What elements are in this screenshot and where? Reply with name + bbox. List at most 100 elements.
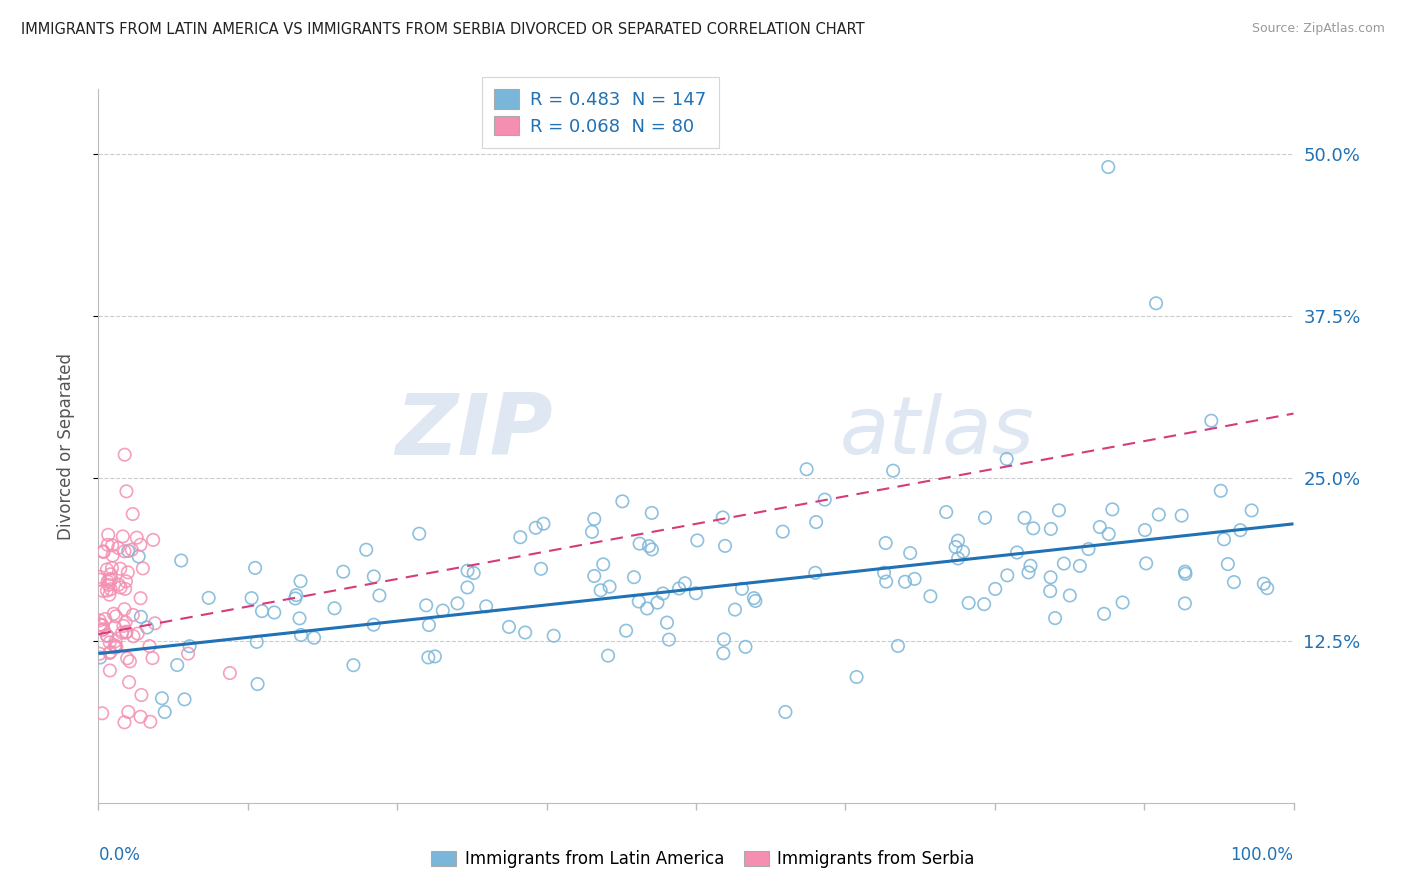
Point [623, 570, 645, 584]
Point [673, 576, 696, 591]
Point [105, 640, 128, 654]
Point [118, 675, 141, 690]
Point [240, 591, 263, 606]
Point [592, 558, 614, 572]
Point [1147, 508, 1170, 522]
Point [368, 589, 391, 603]
Point [104, 609, 127, 624]
Point [734, 640, 756, 654]
Point [118, 654, 141, 668]
Point [342, 658, 364, 673]
Point [166, 658, 188, 673]
Point [129, 710, 152, 724]
Point [1092, 607, 1115, 621]
Point [332, 565, 354, 579]
Point [290, 574, 312, 589]
Point [543, 629, 565, 643]
Point [363, 569, 385, 583]
Point [614, 624, 637, 638]
Point [125, 531, 148, 545]
Point [1022, 521, 1045, 535]
Point [804, 515, 827, 529]
Point [647, 596, 669, 610]
Point [973, 597, 995, 611]
Point [219, 666, 242, 681]
Point [115, 484, 138, 499]
Point [1017, 566, 1039, 580]
Point [655, 615, 678, 630]
Point [89, 647, 111, 661]
Point [98, 646, 121, 660]
Point [111, 529, 134, 543]
Point [101, 561, 124, 575]
Point [1213, 533, 1236, 547]
Point [1101, 502, 1123, 516]
Point [111, 625, 134, 640]
Point [714, 539, 737, 553]
Point [668, 582, 690, 596]
Point [110, 562, 132, 576]
Point [100, 572, 122, 586]
Point [243, 561, 266, 575]
Point [101, 538, 124, 552]
Point [731, 582, 754, 596]
Point [1174, 596, 1197, 610]
Point [179, 639, 201, 653]
Point [744, 594, 766, 608]
Point [583, 569, 606, 583]
Point [97, 528, 120, 542]
Point [804, 566, 827, 580]
Point [173, 692, 195, 706]
Point [475, 599, 498, 614]
Point [775, 705, 797, 719]
Point [974, 510, 997, 524]
Point [91, 706, 114, 721]
Point [1216, 557, 1239, 571]
Point [498, 620, 520, 634]
Text: IMMIGRANTS FROM LATIN AMERICA VS IMMIGRANTS FROM SERBIA DIVORCED OR SEPARATED CO: IMMIGRANTS FROM LATIN AMERICA VS IMMIGRA… [21, 22, 865, 37]
Point [91, 618, 114, 632]
Point [100, 582, 122, 597]
Point [110, 581, 132, 595]
Point [530, 562, 553, 576]
Point [713, 632, 735, 647]
Point [882, 464, 904, 478]
Point [141, 651, 163, 665]
Point [408, 526, 430, 541]
Point [1240, 503, 1263, 517]
Point [114, 602, 136, 616]
Point [114, 715, 136, 730]
Point [288, 611, 311, 625]
Point [1229, 523, 1251, 537]
Point [104, 634, 127, 648]
Point [1253, 576, 1275, 591]
Point [153, 705, 176, 719]
Point [636, 601, 658, 615]
Point [96, 562, 118, 576]
Point [1170, 508, 1192, 523]
Point [456, 581, 478, 595]
Point [772, 524, 794, 539]
Point [1209, 483, 1232, 498]
Point [1174, 565, 1197, 579]
Point [107, 541, 129, 555]
Text: 100.0%: 100.0% [1230, 846, 1294, 863]
Point [628, 536, 651, 550]
Point [875, 574, 897, 589]
Point [103, 607, 125, 621]
Point [117, 544, 139, 558]
Point [995, 452, 1018, 467]
Point [363, 617, 385, 632]
Point [89, 650, 111, 665]
Point [89, 613, 111, 627]
Point [686, 533, 709, 548]
Point [796, 462, 818, 476]
Text: Source: ZipAtlas.com: Source: ZipAtlas.com [1251, 22, 1385, 36]
Point [97, 578, 120, 592]
Point [957, 596, 980, 610]
Point [1047, 503, 1070, 517]
Point [894, 574, 917, 589]
Point [90, 617, 112, 632]
Point [898, 546, 921, 560]
Point [935, 505, 957, 519]
